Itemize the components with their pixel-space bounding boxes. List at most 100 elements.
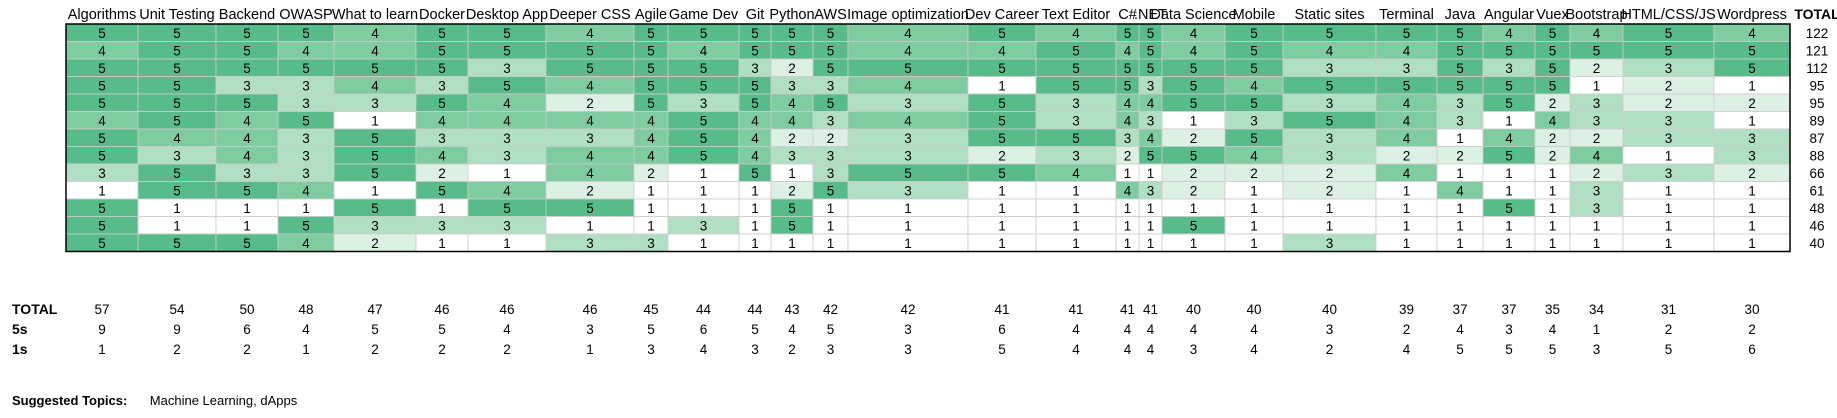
cell-value: 3 xyxy=(700,96,708,111)
cell-value: 5 xyxy=(1124,61,1132,76)
column-ones-count: 4 xyxy=(1250,342,1258,357)
cell-value: 4 xyxy=(243,113,251,128)
cell-value: 1 xyxy=(788,166,796,181)
cell-value: 4 xyxy=(1147,131,1155,146)
cell-value: 3 xyxy=(1748,131,1756,146)
cell-value: 4 xyxy=(302,43,310,58)
cell-value: 3 xyxy=(827,166,835,181)
cell-value: 4 xyxy=(1250,148,1258,163)
row-total: 122 xyxy=(1806,26,1829,41)
cell-value: 5 xyxy=(98,96,106,111)
cell-value: 3 xyxy=(98,166,106,181)
cell-value: 5 xyxy=(998,61,1006,76)
column-header: OWASP xyxy=(279,7,332,23)
row-total: 121 xyxy=(1806,43,1829,58)
column-ones-count: 3 xyxy=(1593,342,1601,357)
cell-value: 3 xyxy=(243,166,251,181)
cell-value: 3 xyxy=(1326,96,1334,111)
cell-value: 5 xyxy=(1190,218,1198,233)
cell-value: 1 xyxy=(904,218,912,233)
cell-value: 5 xyxy=(1549,78,1557,93)
cell-value: 1 xyxy=(503,166,511,181)
cell-value: 4 xyxy=(1748,26,1756,41)
cell-value: 5 xyxy=(1326,113,1334,128)
column-ones-count: 5 xyxy=(1505,342,1513,357)
cell-value: 3 xyxy=(700,218,708,233)
cell-value: 5 xyxy=(302,26,310,41)
cell-value: 1 xyxy=(1072,201,1080,216)
cell-value: 3 xyxy=(302,166,310,181)
cell-value: 5 xyxy=(1505,43,1513,58)
cell-value: 1 xyxy=(700,236,708,251)
cell-value: 1 xyxy=(1250,201,1258,216)
cell-value: 5 xyxy=(173,61,181,76)
cell-value: 5 xyxy=(438,183,446,198)
column-ones-count: 1 xyxy=(302,342,310,357)
row-total: 95 xyxy=(1809,78,1824,93)
cell-value: 4 xyxy=(1505,131,1513,146)
column-total: 46 xyxy=(499,302,514,317)
cell-value: 3 xyxy=(503,218,511,233)
column-header: Static sites xyxy=(1294,7,1364,23)
cell-value: 1 xyxy=(438,236,446,251)
column-header: Wordpress xyxy=(1717,7,1787,23)
column-total: 41 xyxy=(1143,302,1158,317)
row-total: 87 xyxy=(1809,131,1824,146)
cell-value: 2 xyxy=(1748,166,1756,181)
cell-value: 1 xyxy=(438,201,446,216)
column-total: 47 xyxy=(367,302,382,317)
cell-value: 2 xyxy=(827,131,835,146)
column-ones-count: 4 xyxy=(1403,342,1411,357)
cell-value: 5 xyxy=(243,183,251,198)
cell-value: 5 xyxy=(647,96,655,111)
cell-value: 1 xyxy=(302,201,310,216)
cell-value: 1 xyxy=(1456,131,1464,146)
cell-value: 3 xyxy=(243,78,251,93)
column-header: Backend xyxy=(219,7,275,23)
cell-value: 5 xyxy=(647,61,655,76)
cell-value: 5 xyxy=(173,113,181,128)
cell-value: 5 xyxy=(700,131,708,146)
column-fives-count: 3 xyxy=(1505,322,1513,337)
cell-value: 1 xyxy=(1748,201,1756,216)
cell-value: 1 xyxy=(751,218,759,233)
column-ones-count: 3 xyxy=(647,342,655,357)
cell-value: 5 xyxy=(371,131,379,146)
column-fives-count: 4 xyxy=(1124,322,1132,337)
cell-value: 1 xyxy=(1456,201,1464,216)
column-header: Vuex xyxy=(1536,7,1569,23)
heatmap-cells xyxy=(65,23,1791,253)
cell-value: 1 xyxy=(1456,166,1464,181)
cell-value: 1 xyxy=(1748,236,1756,251)
cell-value: 1 xyxy=(827,218,835,233)
cell-value: 4 xyxy=(1124,43,1132,58)
cell-value: 3 xyxy=(1665,61,1673,76)
cell-value: 5 xyxy=(788,201,796,216)
cell-value: 5 xyxy=(371,201,379,216)
cell-value: 4 xyxy=(998,43,1006,58)
cell-value: 2 xyxy=(1190,183,1198,198)
cell-value: 4 xyxy=(98,113,106,128)
cell-value: 4 xyxy=(586,113,594,128)
cell-value: 1 xyxy=(751,236,759,251)
cell-value: 5 xyxy=(788,218,796,233)
cell-value: 1 xyxy=(1250,218,1258,233)
column-header: Angular xyxy=(1484,7,1534,23)
column-header: Algorithms xyxy=(68,7,137,23)
cell-value: 3 xyxy=(788,78,796,93)
cell-value: 3 xyxy=(1748,148,1756,163)
cell-value: 5 xyxy=(98,26,106,41)
column-total: 41 xyxy=(1068,302,1083,317)
column-header: Text Editor xyxy=(1042,7,1111,23)
cell-value: 1 xyxy=(1549,166,1557,181)
cell-value: 5 xyxy=(173,96,181,111)
cell-value: 1 xyxy=(700,201,708,216)
cell-value: 5 xyxy=(173,78,181,93)
cell-value: 1 xyxy=(1403,236,1411,251)
cell-value: 5 xyxy=(302,61,310,76)
cell-value: 5 xyxy=(1549,61,1557,76)
cell-value: 5 xyxy=(1190,78,1198,93)
cell-value: 1 xyxy=(998,236,1006,251)
cell-value: 5 xyxy=(438,43,446,58)
cell-value: 1 xyxy=(1748,78,1756,93)
